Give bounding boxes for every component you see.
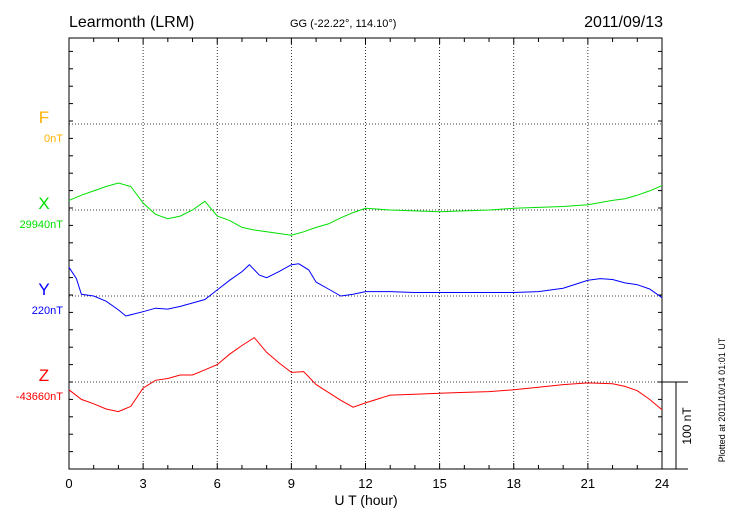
x-tick-label: 15 — [432, 476, 446, 491]
x-tick-label: 12 — [358, 476, 372, 491]
series-baseline-z: -43660nT — [16, 391, 63, 403]
plotted-note: Plotted at 2011/10/14 01:01 UT — [717, 337, 727, 462]
series-line-x — [68, 182, 663, 236]
series-label-x: X — [38, 194, 49, 213]
series-label-z: Z — [39, 366, 49, 385]
x-tick-label: 24 — [655, 476, 669, 491]
series-label-y: Y — [38, 280, 49, 299]
series-baseline-y: 220nT — [32, 305, 63, 317]
chart-subtitle: GG (-22.22°, 114.10°) — [290, 18, 396, 30]
scale-label: 100 nT — [680, 407, 694, 445]
series-line-y — [68, 263, 663, 317]
series-label-f: F — [39, 108, 49, 127]
chart-date: 2011/09/13 — [584, 14, 663, 31]
x-tick-label: 18 — [507, 476, 521, 491]
x-tick-label: 9 — [288, 476, 295, 491]
chart-title: Learmonth (LRM) — [69, 14, 194, 31]
series-baseline-f: 0nT — [44, 133, 63, 145]
x-tick-label: 3 — [140, 476, 147, 491]
series-line-z — [68, 336, 663, 413]
x-axis-label: U T (hour) — [334, 492, 397, 508]
x-tick-label: 6 — [214, 476, 221, 491]
series-baseline-x: 29940nT — [20, 219, 64, 231]
x-tick-label: 21 — [581, 476, 595, 491]
x-tick-label: 0 — [65, 476, 72, 491]
